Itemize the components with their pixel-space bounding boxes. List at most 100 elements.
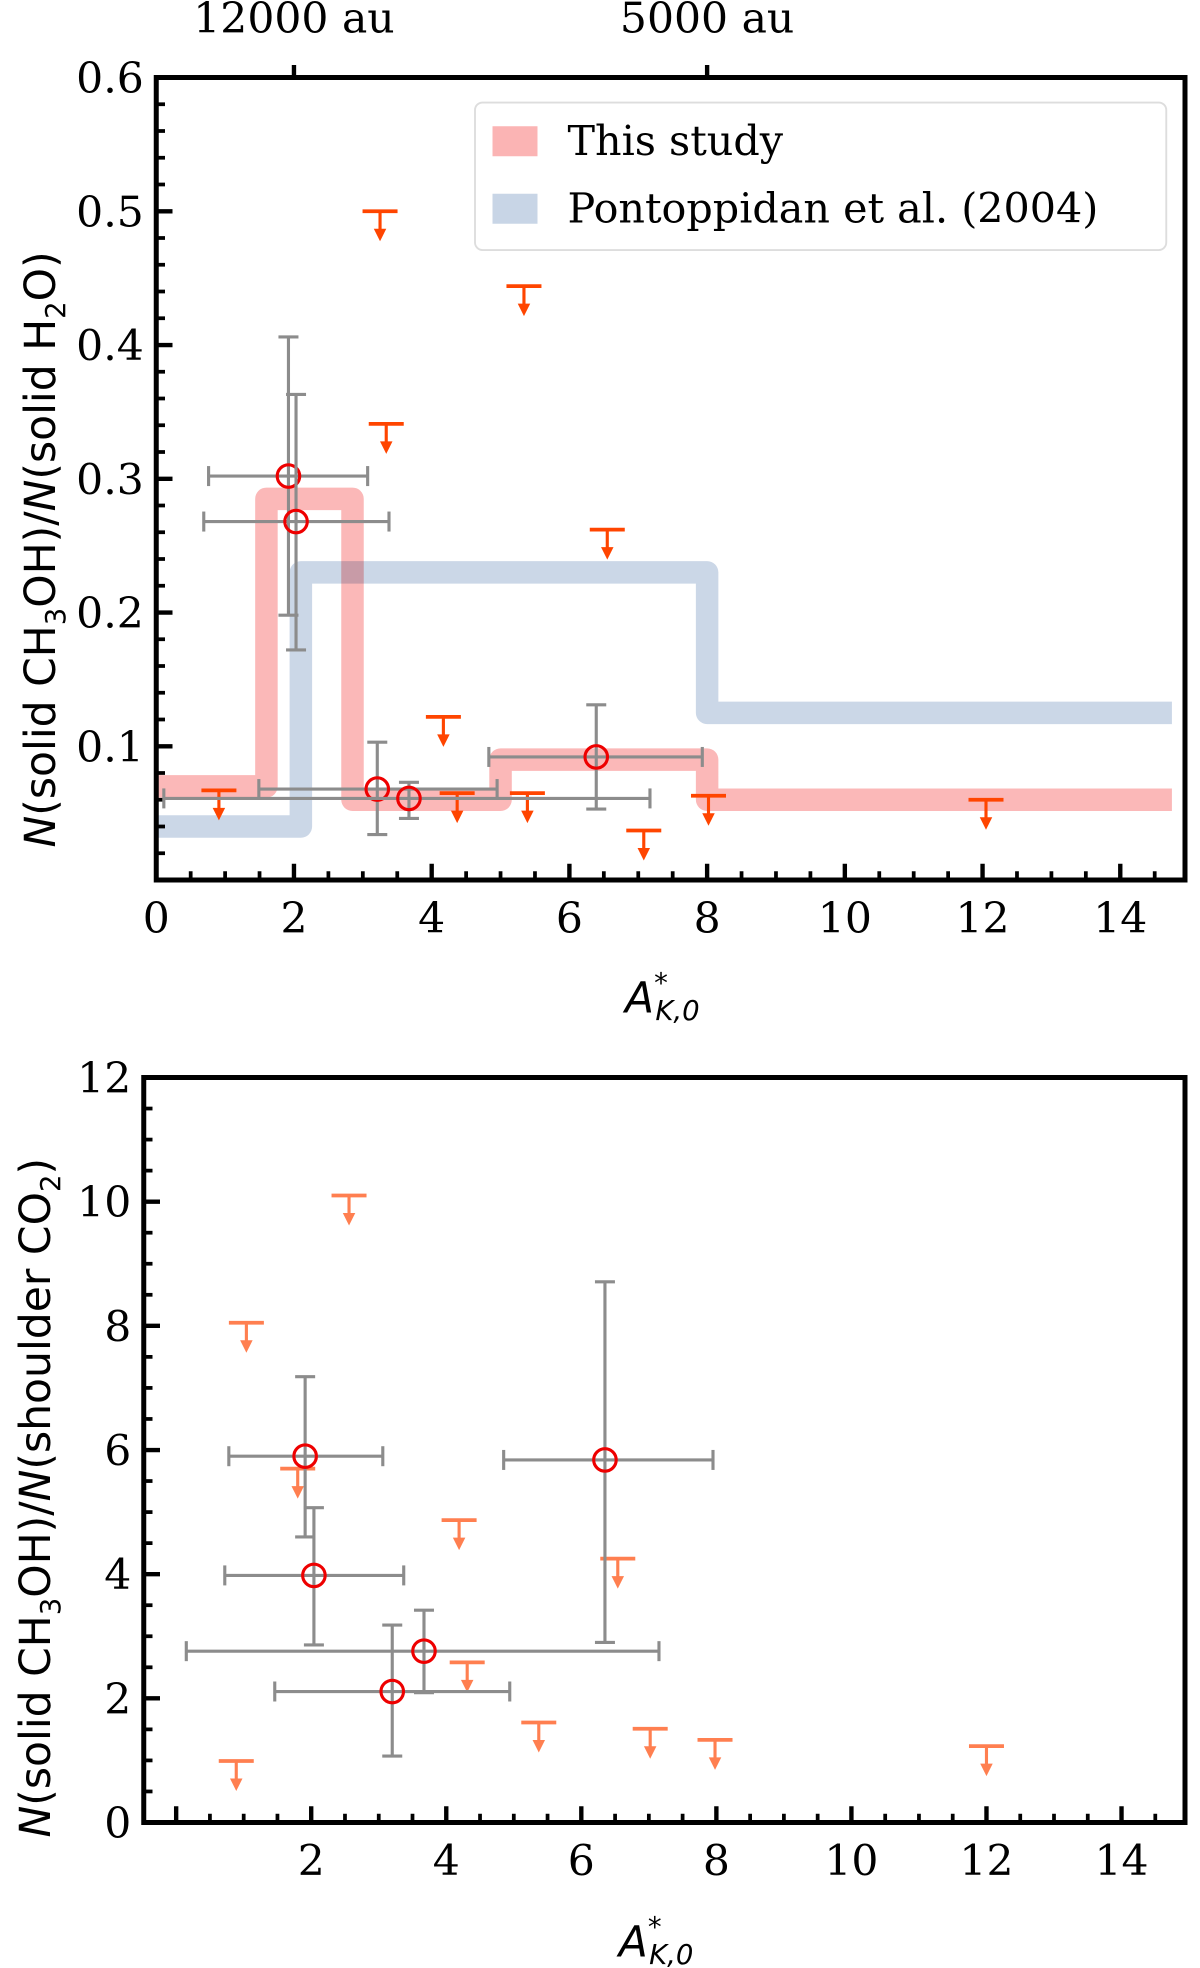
down-arrow-icon	[702, 813, 715, 826]
detection-point	[227, 1375, 385, 1539]
x-tick-label: 2	[280, 895, 307, 944]
down-arrow-icon	[979, 817, 993, 830]
upper-limit-marker	[449, 1660, 485, 1693]
detection-point	[207, 335, 370, 617]
legend-frame	[474, 101, 1168, 251]
x-tick-label: 12	[956, 895, 1010, 944]
upper-limit-marker	[968, 1744, 1004, 1777]
detection-circle	[379, 1678, 406, 1705]
y-tick-label: 0.6	[76, 55, 144, 104]
detection-point	[273, 1623, 512, 1758]
detection-circle	[283, 508, 309, 535]
upper-limit-marker	[441, 1518, 477, 1551]
down-arrow-icon	[230, 1778, 243, 1792]
legend: This study Pontoppidan et al. (2004)	[474, 101, 1168, 251]
down-arrow-icon	[240, 1340, 253, 1353]
down-arrow-icon	[611, 1576, 625, 1589]
top-x-axis-label: A* K,0	[622, 968, 700, 1028]
down-arrow-icon	[437, 734, 450, 747]
down-arrow-icon	[521, 810, 534, 824]
detection-circle	[411, 1638, 437, 1664]
detection-circle	[275, 463, 302, 489]
x-tick-label: 2	[298, 1837, 325, 1886]
detection-point	[223, 1506, 406, 1647]
top-y-axis-label: N(solid CH3OH)/N(solid H2O)	[17, 251, 72, 847]
down-arrow-icon	[601, 547, 614, 560]
y-tick-label: 12	[77, 1055, 131, 1104]
plot-frame	[153, 74, 1188, 883]
bottom-panel: 2 4 6 8 10 12 14 0 2 4 6 8 10 12	[77, 1055, 1188, 1886]
upper-limit-marker	[968, 797, 1004, 830]
x-tick-label: 8	[703, 1837, 730, 1886]
upper-limit-marker	[331, 1193, 367, 1226]
step-line-pontoppidan	[156, 561, 1172, 838]
upper-limit-marker	[218, 1759, 254, 1792]
detection-circle	[364, 776, 391, 802]
detection-point	[487, 703, 704, 811]
upper-limit-marker	[589, 527, 625, 560]
upper-limit-marker	[690, 793, 726, 826]
x-tick-label: 8	[694, 895, 721, 944]
x-tick-label: 4	[433, 1837, 460, 1886]
y-tick-label: 4	[104, 1551, 131, 1600]
x-tick-label: 0	[143, 895, 170, 944]
down-arrow-icon	[517, 303, 531, 317]
upper-limit-marker	[368, 422, 404, 454]
upper-limit-marker	[425, 714, 461, 747]
detection-circle	[292, 1443, 318, 1470]
down-arrow-icon	[460, 1679, 474, 1693]
upper-limit-marker	[506, 284, 542, 317]
x-tick-label: 6	[556, 895, 583, 944]
y-tick-label: 0.3	[76, 456, 144, 505]
upper-limit-marker	[697, 1738, 733, 1770]
bottom-y-axis-label: N(solid CH3OH)/N(shoulder CO2)	[12, 1158, 67, 1838]
detection-point	[257, 740, 499, 837]
y-tick-label: 6	[104, 1427, 131, 1476]
y-tick-label: 0.2	[76, 590, 144, 639]
legend-label-pontoppidan: Pontoppidan et al. (2004)	[568, 185, 1099, 233]
detection-point	[162, 780, 652, 821]
detection-circle	[396, 785, 422, 812]
down-arrow-icon	[637, 848, 651, 861]
down-arrow-icon	[708, 1757, 722, 1770]
x-tick-label: 14	[1094, 1837, 1148, 1886]
upper-limit-marker	[439, 791, 475, 824]
y-tick-label: 0	[104, 1800, 131, 1849]
legend-swatch-this-study	[492, 126, 538, 157]
detection-point	[184, 1608, 661, 1695]
y-tick-label: 0.5	[76, 188, 144, 237]
x-tick-label: 6	[568, 1837, 595, 1886]
x-tick-label: 10	[824, 1837, 878, 1886]
y-tick-label: 10	[77, 1179, 131, 1228]
down-arrow-icon	[452, 1537, 466, 1551]
upper-limit-marker	[280, 1466, 316, 1499]
y-tick-label: 0.4	[76, 322, 144, 371]
x-tick-label: 12	[959, 1837, 1013, 1886]
y-tick-label: 8	[104, 1303, 131, 1352]
legend-label-this-study: This study	[568, 117, 784, 165]
down-arrow-icon	[379, 441, 393, 454]
top-x-tick-label: 12000 au	[193, 0, 394, 44]
detection-circle	[592, 1447, 618, 1473]
upper-limit-marker	[632, 1726, 668, 1759]
down-arrow-icon	[643, 1746, 657, 1759]
down-arrow-icon	[291, 1486, 304, 1499]
down-arrow-icon	[342, 1212, 356, 1226]
top-x-tick-label: 5000 au	[620, 0, 794, 44]
upper-limit-marker	[509, 791, 545, 824]
upper-limit-marker	[362, 209, 398, 242]
y-tick-label: 0.1	[76, 723, 144, 772]
detection-circle	[583, 744, 610, 770]
legend-swatch-pontoppidan	[492, 193, 538, 224]
down-arrow-icon	[980, 1763, 993, 1777]
x-tick-label: 10	[818, 895, 872, 944]
down-arrow-icon	[532, 1740, 546, 1753]
down-arrow-icon	[373, 228, 387, 242]
down-arrow-icon	[212, 807, 226, 821]
upper-limit-marker	[228, 1320, 264, 1353]
upper-limit-marker	[626, 828, 662, 861]
y-tick-label: 2	[104, 1675, 131, 1724]
x-tick-label: 14	[1093, 895, 1147, 944]
down-arrow-icon	[450, 810, 464, 824]
